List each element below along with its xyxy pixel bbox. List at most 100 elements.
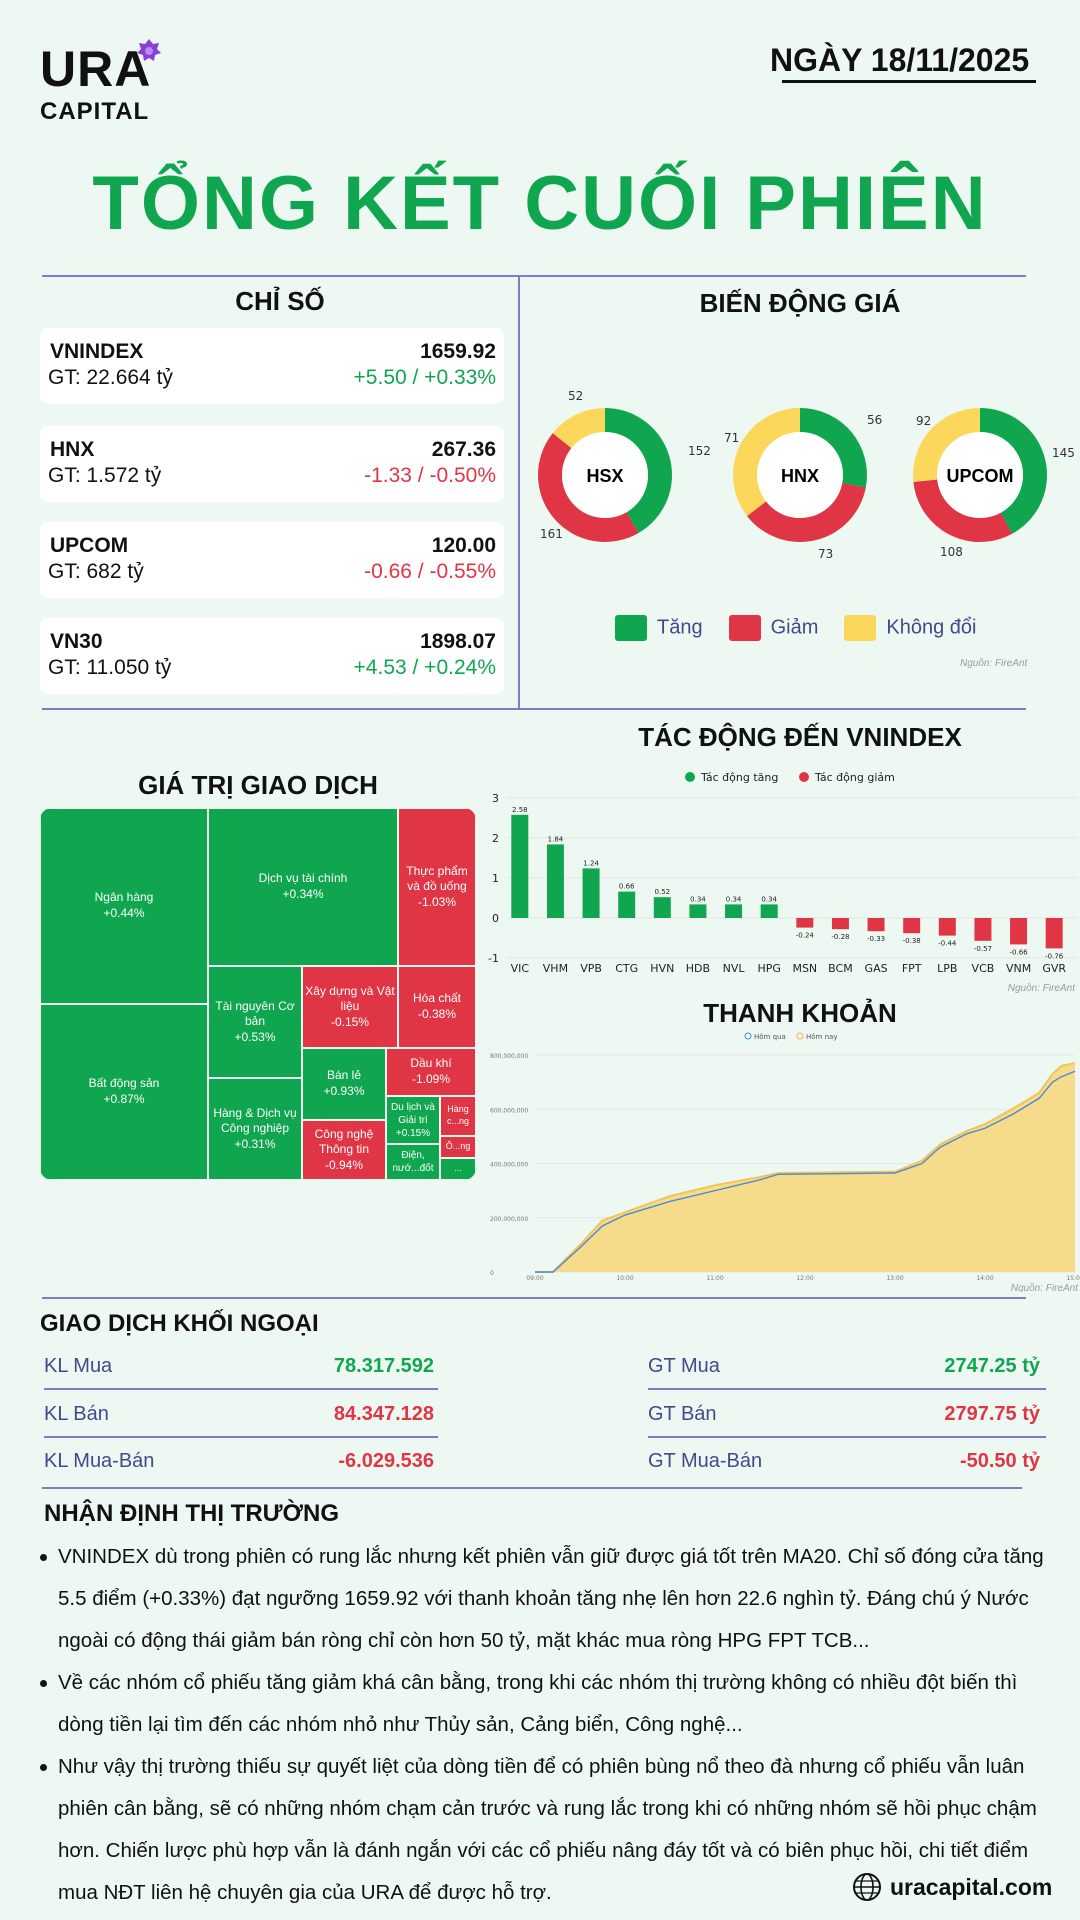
site-link[interactable]: uracapital.com <box>890 1874 1053 1900</box>
treemap-cell-label: Xây dựng và Vật liệu -0.15% <box>303 984 397 1031</box>
liquidity-area-today <box>535 1063 1075 1272</box>
impact-xtick: BCM <box>828 962 853 975</box>
donut-hole <box>562 432 648 518</box>
breadth-legend: Tăng Giảm Không đổi <box>615 615 976 641</box>
index-card-hnx[interactable]: HNX GT: 1.572 tỷ 267.36 -1.33 / -0.50% <box>40 426 504 502</box>
sector-name: Du lịch và Giải trí <box>391 1101 435 1126</box>
divider-vertical <box>518 275 520 710</box>
impact-xtick: VIC <box>511 962 530 975</box>
donut-count-up: 56 <box>867 413 882 427</box>
treemap-cell-label: Bán lẻ +0.93% <box>323 1068 364 1099</box>
sector-change: +0.93% <box>323 1084 365 1098</box>
breadth-title: BIẾN ĐỘNG GIÁ <box>699 288 901 318</box>
foreign-left-label: KL Mua-Bán <box>44 1450 155 1472</box>
treemap-cell: Điện, nướ...đốt <box>386 1144 440 1180</box>
index-change: -1.33 / -0.50% <box>364 464 496 487</box>
index-turnover: GT: 682 tỷ <box>48 560 144 583</box>
foreign-right-value: 2797.75 tỷ <box>944 1403 1040 1425</box>
impact-bar-vpb <box>582 868 600 918</box>
impact-bar-ctg <box>618 891 636 918</box>
impact-value-label: 0.34 <box>690 895 706 903</box>
impact-ytick: 0 <box>492 912 499 925</box>
impact-bar-bcm <box>831 918 849 930</box>
impact-xtick: LPB <box>937 962 957 975</box>
foreign-row-divider <box>648 1436 1046 1438</box>
treemap-cell-label: ... <box>454 1163 462 1175</box>
sector-name: Công nghệ Thông tin <box>314 1126 374 1157</box>
donut-hole <box>937 432 1023 518</box>
donut-count-down: 108 <box>940 545 963 559</box>
sector-name: Điện, nướ...đốt <box>392 1150 434 1174</box>
impact-source: Nguồn: FireAnt <box>1008 982 1076 994</box>
donut-count-down: 161 <box>540 527 563 541</box>
impact-value-label: -0.38 <box>903 937 921 945</box>
impact-bar-vhm <box>546 844 564 918</box>
treemap-cell: Du lịch và Giải trí +0.15% <box>386 1096 440 1144</box>
legend-up: Tăng <box>615 615 703 641</box>
index-value: 267.36 <box>431 438 496 461</box>
sector-change: -1.03% <box>417 894 457 909</box>
impact-value-label: 1.84 <box>548 835 564 843</box>
impact-xtick: CTG <box>615 962 638 975</box>
liquidity-xtick: 13:00 <box>886 1275 903 1282</box>
impact-xtick: NVL <box>723 962 746 975</box>
treemap-cell-label: Dầu khí -1.09% <box>410 1056 451 1087</box>
treemap-cell: Công nghệ Thông tin -0.94% <box>302 1120 386 1180</box>
treemap-title: GIÁ TRỊ GIAO DỊCH <box>138 770 378 800</box>
impact-value-label: 0.34 <box>726 895 742 903</box>
donut-slice-upcom-up <box>980 408 1047 534</box>
donut-slice-hsx-flat <box>552 408 605 449</box>
donut-count-flat: 52 <box>568 389 583 403</box>
treemap-cell: Ô...ng <box>440 1136 476 1158</box>
liquidity-xtick: 09:00 <box>526 1275 543 1282</box>
impact-bar-hdb <box>689 904 707 918</box>
treemap-cell: Dầu khí -1.09% <box>386 1048 476 1096</box>
liquidity-ytick: 600,000,000 <box>490 1107 528 1114</box>
index-card-vnindex[interactable]: VNINDEX GT: 22.664 tỷ 1659.92 +5.50 / +0.33… <box>40 328 504 404</box>
foreign-left-value: 78.317.592 <box>333 1355 434 1377</box>
index-card-vn30[interactable]: VN30 GT: 11.050 tỷ 1898.07 +4.53 / +0.24% <box>40 618 504 694</box>
treemap-cell: Tài nguyên Cơ bản +0.53% <box>208 966 302 1078</box>
donut-slice-hsx-up <box>605 408 672 533</box>
donut-center-label: HSX <box>586 466 623 486</box>
impact-value-label: -0.28 <box>831 933 849 941</box>
outlook-title: NHẬN ĐỊNH THỊ TRƯỜNG <box>44 1500 340 1527</box>
foreign-row-divider <box>44 1388 438 1390</box>
outlook-bullet: VNINDEX dù trong phiên có rung lắc nhưng… <box>40 1536 1063 1662</box>
donut-count-flat: 71 <box>724 431 739 445</box>
sector-change: -0.38% <box>417 1007 457 1021</box>
donut-hole <box>757 432 843 518</box>
index-value: 1659.92 <box>420 340 496 363</box>
index-turnover: GT: 1.572 tỷ <box>48 464 162 487</box>
gem-icon <box>137 39 161 61</box>
treemap-cell: Dịch vụ tài chính +0.34% <box>208 808 398 966</box>
liquidity-xtick: 14:00 <box>976 1275 993 1282</box>
sector-change: +0.34% <box>282 887 324 901</box>
date-underline <box>782 80 1036 83</box>
impact-xtick: VPB <box>580 962 602 975</box>
treemap-cell: Xây dựng và Vật liệu -0.15% <box>302 966 398 1048</box>
sector-name: Hóa chất <box>412 991 462 1006</box>
sector-change: +0.53% <box>234 1029 276 1044</box>
liquidity-legend-yesterday-dot <box>744 1032 752 1040</box>
index-card-upcom[interactable]: UPCOM GT: 682 tỷ 120.00 -0.66 / -0.55% <box>40 522 504 598</box>
liquidity-title: THANH KHOẢN <box>703 998 897 1028</box>
impact-xtick: FPT <box>902 962 922 975</box>
index-change: +5.50 / +0.33% <box>353 366 496 389</box>
impact-xtick: VCB <box>972 962 995 975</box>
foreign-right-label: GT Bán <box>648 1403 717 1425</box>
breadth-donut-charts: HSX 152 161 52 HNX 56 73 71 UPCOM 145 108 92 <box>538 389 1075 561</box>
liquidity-ytick: 0 <box>490 1270 494 1277</box>
impact-value-label: -0.76 <box>1045 952 1064 960</box>
index-change: +4.53 / +0.24% <box>353 656 496 679</box>
treemap-cell: ... <box>440 1158 476 1180</box>
sector-name: Xây dựng và Vật liệu <box>305 983 395 1014</box>
report-date: NGÀY 18/11/2025 <box>770 42 1030 78</box>
index-turnover: GT: 11.050 tỷ <box>48 656 172 679</box>
outlook-bullet: Như vậy thị trường thiếu sự quyết liệt c… <box>40 1746 1063 1914</box>
foreign-left-value: -6.029.536 <box>338 1450 434 1472</box>
impact-bar-vcb <box>974 918 992 941</box>
page-title: TỔNG KẾT CUỐI PHIÊN <box>92 161 988 246</box>
foreign-left-label: KL Bán <box>44 1403 109 1425</box>
impact-bar-hvn <box>653 897 671 918</box>
